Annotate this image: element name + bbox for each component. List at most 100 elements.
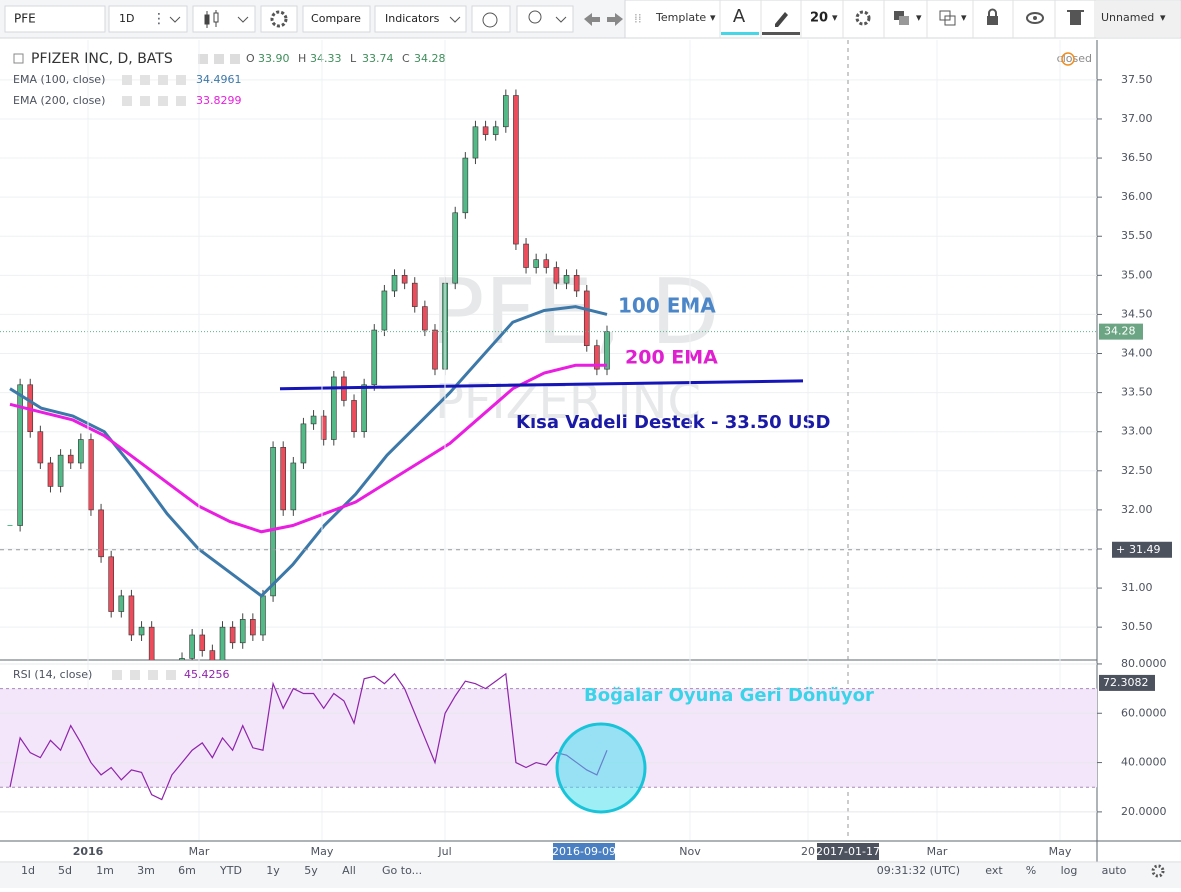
y-tick-label: 36.00 (1121, 190, 1153, 203)
axis-option[interactable]: ext (985, 864, 1003, 877)
candle (148, 626, 155, 660)
plus: + (1116, 543, 1125, 556)
candle (320, 415, 327, 440)
candle (37, 431, 44, 464)
symbol-input[interactable] (4, 5, 106, 33)
trash-icon[interactable] (1070, 12, 1081, 25)
legend-icon (158, 96, 168, 106)
candle (118, 595, 125, 612)
y-tick-label: 34.50 (1121, 307, 1153, 320)
legend-icon (140, 75, 150, 85)
ohlc-label: C (402, 52, 410, 65)
last-price-label: 34.28 (1104, 325, 1136, 338)
legend-icon (198, 54, 208, 64)
layout-button[interactable] (1096, 1, 1180, 37)
range-button[interactable]: All (342, 864, 356, 877)
legend-icon (176, 75, 186, 85)
candle (219, 626, 226, 660)
range-button[interactable]: 6m (178, 864, 196, 877)
candle (573, 275, 580, 292)
legend-icon (214, 54, 224, 64)
gear-icon[interactable] (855, 10, 871, 26)
alarm-icon (482, 12, 498, 28)
x-tick-label: Mar (927, 845, 948, 858)
candle (381, 290, 388, 331)
font-letter[interactable]: A (733, 6, 746, 27)
candle (209, 650, 216, 660)
range-button[interactable]: 1y (266, 864, 280, 877)
crosshair-label: 31.49 (1129, 543, 1161, 556)
svg-text:▾: ▾ (832, 11, 838, 24)
candle (604, 331, 610, 370)
chart-style-button[interactable] (192, 5, 256, 33)
legend-icon (166, 670, 176, 680)
candle (533, 259, 539, 268)
candle (159, 674, 164, 690)
ohlc-value: 33.90 (258, 52, 290, 65)
settings-button[interactable] (260, 5, 298, 33)
template-label[interactable]: Template (655, 11, 706, 24)
range-button[interactable]: 1m (96, 864, 114, 877)
candle (98, 509, 104, 558)
eye-icon[interactable] (1026, 12, 1044, 24)
indicators-label: Indicators (385, 12, 440, 25)
axis-option[interactable]: % (1026, 864, 1036, 877)
axis-option[interactable]: log (1061, 864, 1078, 877)
compare-label: Compare (311, 12, 361, 25)
y-tick-label: 33.50 (1121, 386, 1153, 399)
crosshair-label: 72.3082 (1103, 676, 1149, 689)
candle (199, 634, 206, 651)
candle (17, 384, 23, 526)
ohlc-value: 34.33 (310, 52, 342, 65)
annotation: Kısa Vadeli Destek - 33.50 USD (516, 412, 830, 433)
undo-icon[interactable] (584, 13, 600, 26)
x-tick-label: 2016 (73, 845, 104, 858)
candle (260, 595, 266, 636)
range-button[interactable]: 3m (137, 864, 155, 877)
lock-icon[interactable] (987, 16, 998, 25)
range-button[interactable]: 1d (21, 864, 35, 877)
y-tick-label: 36.50 (1121, 151, 1153, 164)
highlight-circle (555, 722, 647, 814)
legend-icon (122, 75, 132, 85)
legend-icon (140, 96, 150, 106)
y-tick-label: 35.50 (1121, 229, 1153, 242)
candle (401, 275, 408, 284)
candle (361, 384, 367, 433)
crosshair-box (1099, 674, 1155, 691)
alert-button[interactable] (471, 5, 511, 33)
font-size[interactable]: 20 (810, 11, 828, 26)
x-tick-label: 20 (801, 845, 815, 858)
last-price-box (1099, 323, 1143, 340)
x-tick-label: May (1049, 845, 1072, 858)
pencil-icon[interactable] (775, 12, 788, 27)
collapse-icon[interactable] (13, 53, 24, 64)
y-tick-label: 30.50 (1121, 620, 1153, 633)
candle (270, 447, 276, 597)
compare-button[interactable] (302, 5, 371, 33)
candle (128, 595, 135, 636)
settings-icon[interactable] (1151, 864, 1165, 878)
candle-icon (204, 10, 219, 28)
redo-icon[interactable] (607, 13, 623, 26)
candle (371, 329, 378, 386)
axis-option[interactable]: auto (1102, 864, 1127, 877)
dots-icon: ⋮ (152, 11, 166, 27)
range-button[interactable]: 5y (304, 864, 318, 877)
layer-icon[interactable] (894, 11, 904, 20)
interval-button[interactable] (108, 5, 188, 33)
indicator-value: 45.4256 (184, 668, 230, 681)
dropdown-icon (169, 16, 181, 23)
y-tick-label: 20.0000 (1121, 805, 1167, 818)
range-button[interactable]: 5d (58, 864, 72, 877)
goto-button[interactable]: Go to... (382, 864, 422, 877)
clock: 09:31:32 (UTC) (877, 864, 960, 877)
legend-icon (130, 670, 140, 680)
ohlc-label: L (350, 52, 357, 65)
range-button[interactable]: YTD (219, 864, 242, 877)
y-tick-label: 35.00 (1121, 268, 1153, 281)
annotation: 100 EMA (618, 294, 716, 318)
indicators-button[interactable] (374, 5, 467, 33)
svg-text:▾: ▾ (961, 11, 967, 24)
legend-icon (148, 670, 158, 680)
